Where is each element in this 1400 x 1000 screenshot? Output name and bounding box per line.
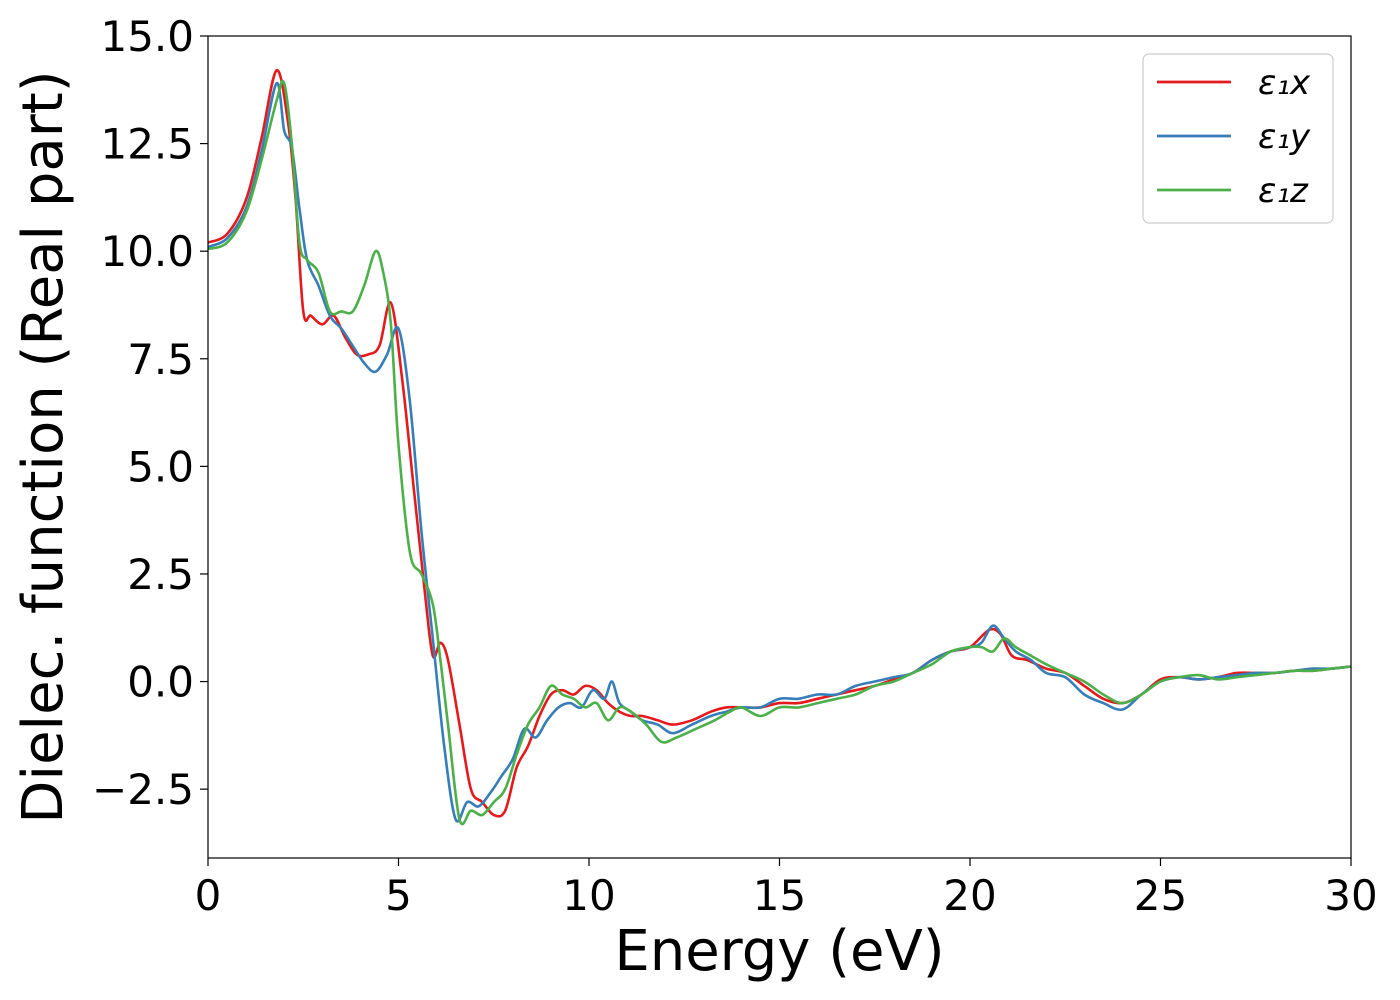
x-axis-title: Energy (eV)	[614, 919, 944, 984]
x-tick-label: 30	[1324, 871, 1377, 920]
y-axis-title: Dielec. function (Real part)	[11, 70, 76, 823]
legend-label-1: ε₁x	[1258, 63, 1311, 103]
series-line-2	[208, 81, 1351, 823]
legend-box	[1142, 53, 1334, 224]
legend-label-2: ε₁y	[1258, 117, 1311, 157]
y-axis: −2.5 0.0 2.5 5.0 7.5 10.0 12.5 15.0	[92, 12, 208, 814]
x-tick-label: 0	[195, 871, 222, 920]
x-tick-label: 20	[943, 871, 996, 920]
x-tick-label: 25	[1134, 871, 1187, 920]
y-tick-label: 0.0	[127, 658, 194, 707]
y-tick-label: 2.5	[127, 550, 194, 599]
y-tick-label: 12.5	[100, 120, 194, 169]
x-tick-label: 5	[385, 871, 412, 920]
y-tick-label: 7.5	[127, 335, 194, 384]
x-tick-label: 15	[753, 871, 806, 920]
y-tick-label: −2.5	[92, 765, 194, 814]
series-line-3	[208, 79, 1351, 826]
x-axis: 0 5 10 15 20 25 30	[195, 858, 1378, 920]
y-tick-label: 5.0	[127, 442, 194, 491]
series-line-1	[208, 69, 1351, 818]
y-tick-label: 10.0	[100, 227, 194, 276]
y-tick-label: 15.0	[100, 12, 194, 61]
legend: ε₁x ε₁y ε₁z	[1142, 53, 1334, 224]
legend-label-3: ε₁z	[1258, 171, 1309, 211]
x-tick-label: 10	[562, 871, 615, 920]
series-layer	[208, 69, 1351, 826]
